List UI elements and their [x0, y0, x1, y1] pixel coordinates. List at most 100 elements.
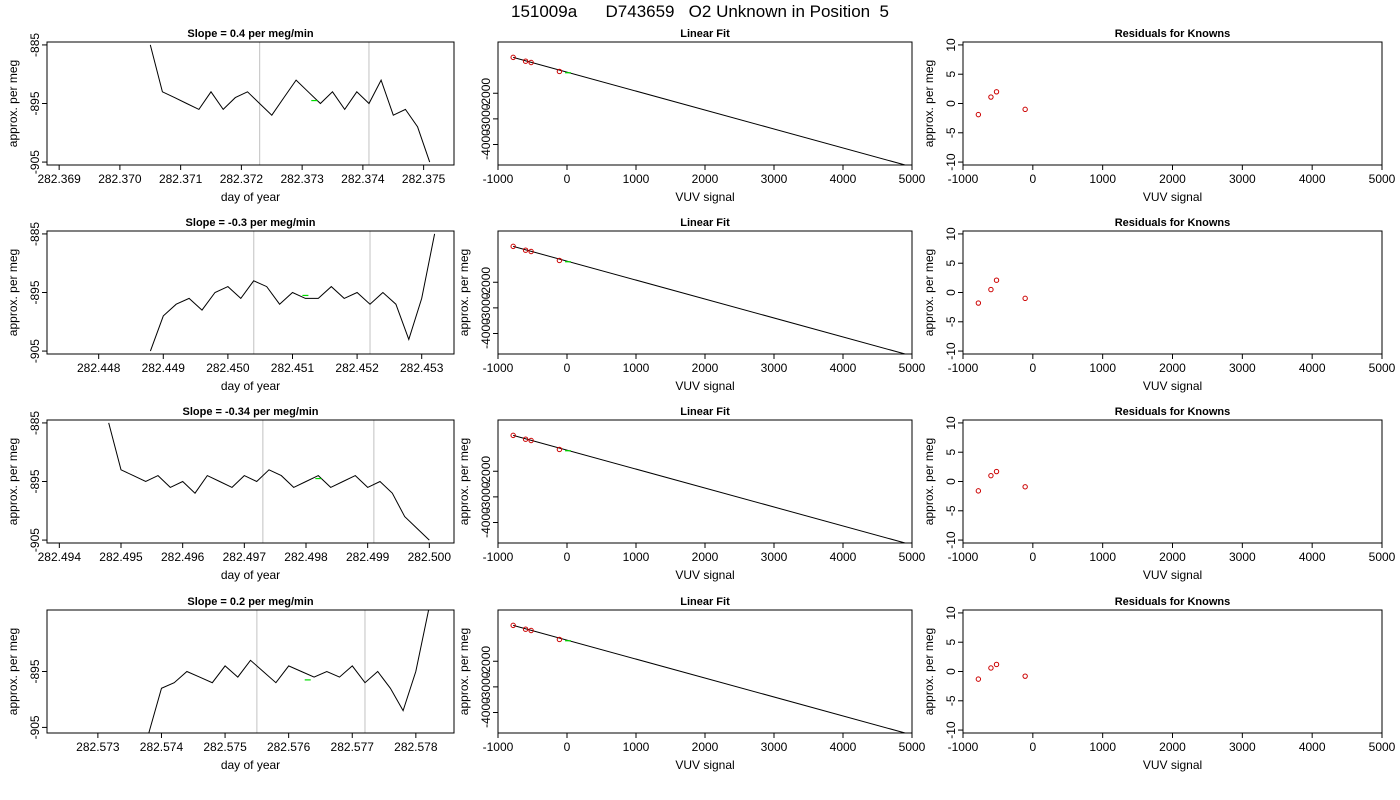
- y-tick-label: -885: [28, 222, 42, 246]
- x-tick-label: 5000: [899, 550, 926, 564]
- y-tick-label: -895: [28, 469, 42, 493]
- x-axis-label: VUV signal: [675, 379, 734, 393]
- x-tick-label: 3000: [761, 550, 788, 564]
- data-point: [510, 622, 516, 629]
- x-tick-label: -1000: [483, 361, 514, 375]
- x-tick-label: 282.494: [38, 550, 82, 564]
- y-axis-label: approx. per meg: [457, 249, 471, 336]
- data-point: [993, 661, 1000, 668]
- plot-frame: [497, 609, 913, 734]
- data-point: [975, 676, 982, 682]
- x-tick-label: -1000: [948, 172, 979, 186]
- y-tick-label: 5: [944, 639, 958, 646]
- x-tick-label: 2000: [692, 550, 719, 564]
- x-tick-label: 282.375: [402, 172, 446, 186]
- x-tick-label: 0: [1029, 361, 1036, 375]
- data-point: [528, 437, 534, 444]
- x-tick-label: 4000: [830, 740, 857, 754]
- y-tick-label: -3000: [479, 481, 493, 512]
- y-tick-label: -5: [944, 695, 958, 706]
- x-tick-label: 282.496: [161, 550, 205, 564]
- x-tick-label: 5000: [1369, 550, 1396, 564]
- chart-title: Residuals for Knowns: [1115, 406, 1231, 418]
- x-tick-label: -1000: [483, 740, 514, 754]
- fit-line: [513, 624, 906, 733]
- series-line: [149, 44, 431, 163]
- y-tick-label: 5: [944, 449, 958, 456]
- data-point: [993, 277, 1000, 283]
- y-tick-label: -895: [28, 280, 42, 304]
- x-tick-label: 4000: [1299, 361, 1326, 375]
- data-point: [522, 626, 529, 632]
- x-tick-label: 282.497: [223, 550, 267, 564]
- x-tick-label: 5000: [899, 740, 926, 754]
- chart-title: Residuals for Knowns: [1115, 28, 1231, 40]
- y-tick-label: -5: [944, 505, 958, 516]
- data-point: [556, 68, 563, 75]
- data-point: [1022, 673, 1028, 679]
- x-tick-label: 2000: [692, 361, 719, 375]
- data-point: [522, 58, 529, 64]
- y-axis-label: approx. per meg: [6, 628, 20, 715]
- x-tick-label: 1000: [1089, 550, 1116, 564]
- fit-line: [513, 434, 906, 543]
- y-tick-label: -4000: [479, 129, 493, 160]
- data-point: [993, 468, 1000, 475]
- timeseries-panel-row-1: Slope = 0.4 per meg/min 282.369 282.370 282…: [6, 28, 455, 204]
- chart-title: Slope = -0.34 per meg/min: [182, 406, 318, 418]
- y-axis-label: approx. per meg: [6, 60, 20, 147]
- y-tick-label: -905: [28, 339, 42, 363]
- data-point: [975, 300, 982, 306]
- plot-frame: [46, 419, 455, 544]
- x-tick-label: 282.500: [408, 550, 452, 564]
- chart-title: Residuals for Knowns: [1115, 217, 1231, 229]
- timeseries-panel-row-3: Slope = -0.34 per meg/min 282.494 282.495 2…: [6, 406, 455, 582]
- y-tick-label: -885: [28, 33, 42, 57]
- x-tick-label: 2000: [692, 172, 719, 186]
- y-tick-label: -3000: [479, 671, 493, 702]
- y-tick-label: -10: [944, 721, 958, 739]
- x-axis-label: VUV signal: [675, 568, 734, 582]
- x-tick-label: 282.374: [341, 172, 385, 186]
- y-tick-label: -2000: [479, 78, 493, 109]
- x-tick-label: 3000: [761, 740, 788, 754]
- y-tick-label: 10: [944, 416, 958, 430]
- data-point: [556, 446, 563, 453]
- x-tick-label: 282.450: [206, 361, 250, 375]
- y-tick-label: -10: [944, 342, 958, 360]
- y-tick-label: -895: [28, 91, 42, 115]
- x-tick-label: -1000: [948, 740, 979, 754]
- y-tick-label: 5: [944, 71, 958, 78]
- data-point: [988, 472, 994, 479]
- series-line: [148, 610, 430, 733]
- data-point: [988, 94, 994, 100]
- x-tick-label: 0: [1029, 740, 1036, 754]
- y-tick-label: -10: [944, 531, 958, 549]
- plot-frame: [46, 41, 455, 166]
- x-tick-label: 3000: [1229, 361, 1256, 375]
- x-axis-label: VUV signal: [675, 190, 734, 204]
- x-tick-label: 5000: [1369, 361, 1396, 375]
- y-tick-label: -885: [28, 411, 42, 435]
- data-point: [522, 247, 529, 253]
- x-axis-label: day of year: [221, 758, 280, 772]
- x-tick-label: 282.449: [142, 361, 186, 375]
- y-axis-label: approx. per meg: [457, 628, 471, 715]
- x-tick-label: 282.371: [159, 172, 203, 186]
- x-tick-label: 5000: [1369, 740, 1396, 754]
- y-axis-label: approx. per meg: [922, 60, 936, 147]
- plot-frame: [962, 230, 1383, 355]
- chart-title: Linear Fit: [680, 217, 730, 229]
- x-axis-label: VUV signal: [1143, 190, 1202, 204]
- data-point: [1022, 106, 1028, 113]
- x-tick-label: 282.372: [220, 172, 264, 186]
- x-tick-label: 282.495: [99, 550, 143, 564]
- x-tick-label: -1000: [483, 550, 514, 564]
- data-point: [1022, 295, 1028, 302]
- plot-frame: [962, 41, 1383, 166]
- y-tick-label: 0: [944, 289, 958, 296]
- plot-frame: [46, 609, 455, 734]
- x-tick-label: 3000: [761, 361, 788, 375]
- data-point: [522, 436, 529, 442]
- x-tick-label: 2000: [1159, 361, 1186, 375]
